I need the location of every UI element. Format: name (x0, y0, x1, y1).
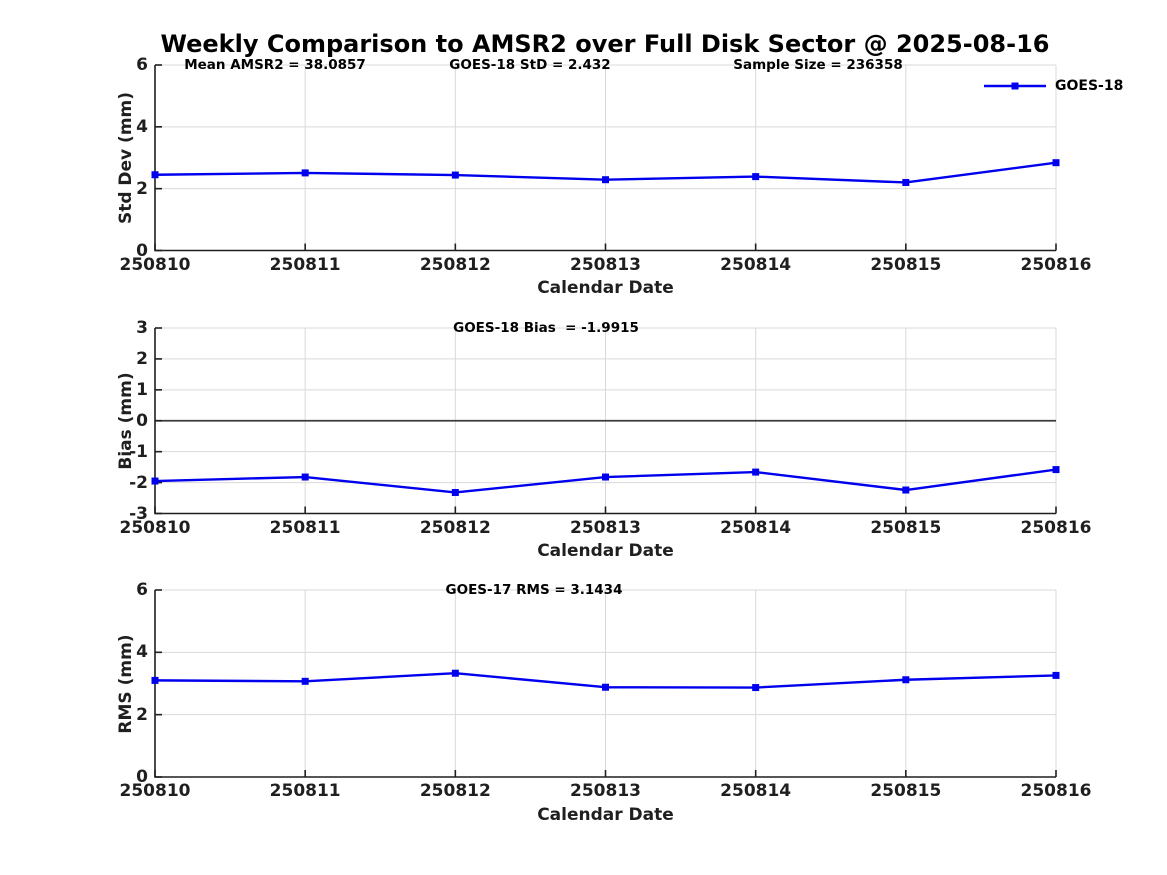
x-axis-label: Calendar Date (537, 278, 674, 298)
x-tick-label: 250810 (119, 254, 191, 275)
x-tick-label: 250813 (570, 781, 641, 801)
y-tick-label: 0 (136, 410, 148, 431)
data-point-marker (752, 173, 760, 181)
y-tick-label: -3 (129, 503, 148, 524)
y-tick-label: 2 (136, 348, 148, 369)
x-tick-label: 250812 (419, 781, 491, 801)
x-tick-label: 250812 (419, 517, 491, 538)
annotation: Sample Size = 236358 (733, 57, 903, 73)
legend: GOES-18 (982, 76, 1123, 96)
data-point-marker (151, 676, 159, 684)
legend-line-icon (984, 82, 1046, 90)
x-tick-label: 250814 (720, 781, 792, 801)
y-tick-label: 1 (136, 379, 148, 400)
chart-title: Weekly Comparison to AMSR2 over Full Dis… (160, 30, 1050, 58)
data-point-marker (151, 477, 159, 485)
x-tick-label: 250815 (870, 781, 942, 801)
data-point-marker (451, 171, 459, 179)
y-tick-label: 2 (136, 178, 148, 199)
y-axis-label: RMS (mm) (116, 633, 136, 734)
y-tick-label: 0 (136, 767, 148, 787)
data-point-marker (902, 178, 910, 186)
x-tick-label: 250816 (1020, 517, 1092, 538)
y-tick-label: -1 (129, 441, 148, 462)
y-tick-label: -2 (129, 472, 148, 493)
x-tick-label: 250810 (119, 781, 191, 801)
annotation: GOES-18 StD = 2.432 (449, 57, 611, 73)
x-tick-label: 250816 (1020, 254, 1092, 275)
data-point-marker (602, 473, 609, 481)
y-axis-label: Std Dev (mm) (116, 91, 136, 224)
data-point-marker (1052, 671, 1060, 679)
data-point-marker (451, 669, 459, 677)
annotation: Mean AMSR2 = 38.0857 (184, 57, 366, 73)
data-point-marker (301, 473, 309, 481)
data-point-marker (1052, 466, 1060, 474)
x-axis-label: Calendar Date (537, 804, 674, 825)
data-point-marker (752, 468, 760, 476)
x-tick-label: 250813 (570, 254, 641, 275)
x-tick-label: 250814 (720, 517, 792, 538)
data-point-marker (902, 486, 910, 494)
data-point-marker (752, 684, 760, 692)
annotation: GOES-18 Bias = -1.9915 (453, 320, 639, 336)
data-point-marker (301, 677, 309, 685)
x-tick-label: 250814 (720, 254, 792, 275)
annotation: GOES-17 RMS = 3.1434 (445, 582, 623, 598)
y-tick-label: 3 (136, 318, 148, 338)
y-tick-label: 6 (136, 580, 148, 600)
data-point-marker (902, 676, 910, 684)
y-tick-label: 6 (136, 55, 148, 75)
y-tick-label: 0 (136, 240, 148, 261)
data-point-marker (301, 169, 309, 177)
x-tick-label: 250811 (269, 517, 341, 538)
x-tick-label: 250815 (870, 517, 942, 538)
legend-label: GOES-18 (1055, 78, 1124, 94)
data-point-marker (602, 176, 609, 184)
y-tick-label: 2 (136, 704, 148, 725)
data-point-marker (451, 488, 459, 496)
y-tick-label: 4 (136, 116, 148, 137)
data-point-marker (602, 683, 609, 691)
y-tick-label: 4 (136, 642, 148, 663)
x-tick-label: 250812 (419, 254, 491, 275)
data-point-marker (151, 171, 159, 179)
data-point-marker (1052, 159, 1060, 167)
x-tick-label: 250811 (269, 254, 341, 275)
y-axis-label: Bias (mm) (116, 372, 136, 470)
x-tick-label: 250816 (1020, 781, 1092, 801)
x-tick-label: 250813 (570, 517, 641, 538)
x-tick-label: 250810 (119, 517, 191, 538)
x-tick-label: 250811 (269, 781, 341, 801)
x-axis-label: Calendar Date (537, 541, 674, 561)
x-tick-label: 250815 (870, 254, 942, 275)
